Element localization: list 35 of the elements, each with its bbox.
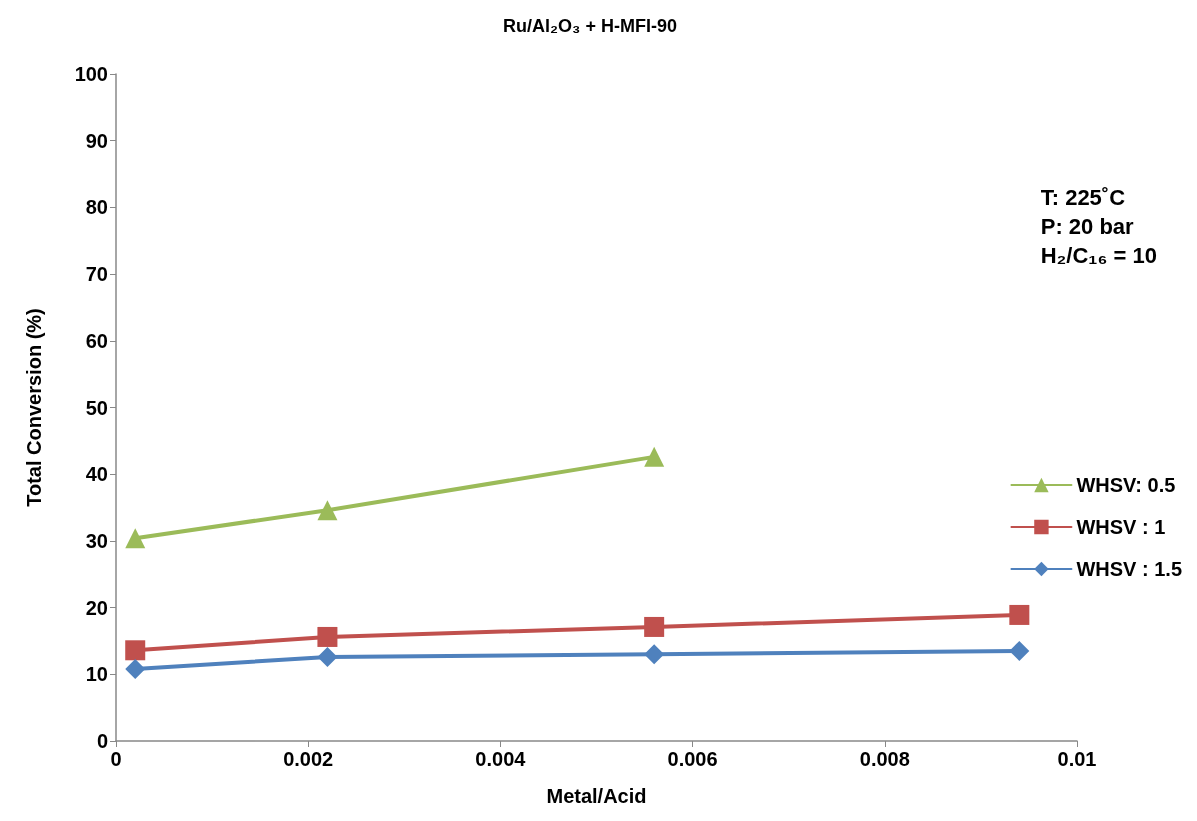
point: [125, 640, 146, 661]
y-tick-label: 50: [85, 396, 108, 419]
y-tick-label: 40: [85, 463, 108, 486]
y-tick-label: 10: [85, 663, 108, 686]
x-tick-label: 0.01: [1057, 748, 1097, 770]
legend-label: WHSV: 0.5: [1076, 474, 1176, 496]
point: [1009, 640, 1030, 661]
chart-title: Ru/Al₂O₃ + H-MFI-90: [503, 16, 677, 36]
point: [1009, 604, 1030, 625]
y-axis-title: Total Conversion (%): [23, 308, 45, 507]
y-tick-label: 80: [85, 196, 108, 219]
y-tick-label: 0: [96, 730, 108, 752]
y-tick-label: 90: [85, 129, 108, 152]
y-tick-label: 70: [85, 263, 108, 286]
point: [644, 616, 665, 637]
y-tick-label: 30: [85, 529, 108, 552]
x-tick-label: 0.008: [859, 748, 910, 770]
point: [644, 644, 665, 665]
point: [317, 500, 338, 521]
point: [644, 446, 665, 467]
x-tick-label: 0.004: [475, 748, 527, 770]
x-tick-label: 0: [110, 748, 122, 770]
y-tick-label: 100: [74, 63, 108, 85]
point: [125, 528, 146, 549]
point: [317, 626, 338, 647]
y-tick-label: 20: [85, 596, 108, 619]
x-axis-title: Metal/Acid: [546, 785, 647, 807]
point: [125, 658, 146, 679]
y-tick-label: 60: [85, 329, 108, 352]
legend-label: WHSV : 1.5: [1076, 558, 1182, 580]
annotation: T: 225˚C P: 20 bar H₂/C₁₆ = 10: [1040, 185, 1157, 268]
x-tick-label: 0.002: [283, 748, 334, 770]
x-tick-label: 0.006: [667, 748, 718, 770]
point: [317, 646, 338, 667]
legend-label: WHSV : 1: [1076, 516, 1166, 538]
